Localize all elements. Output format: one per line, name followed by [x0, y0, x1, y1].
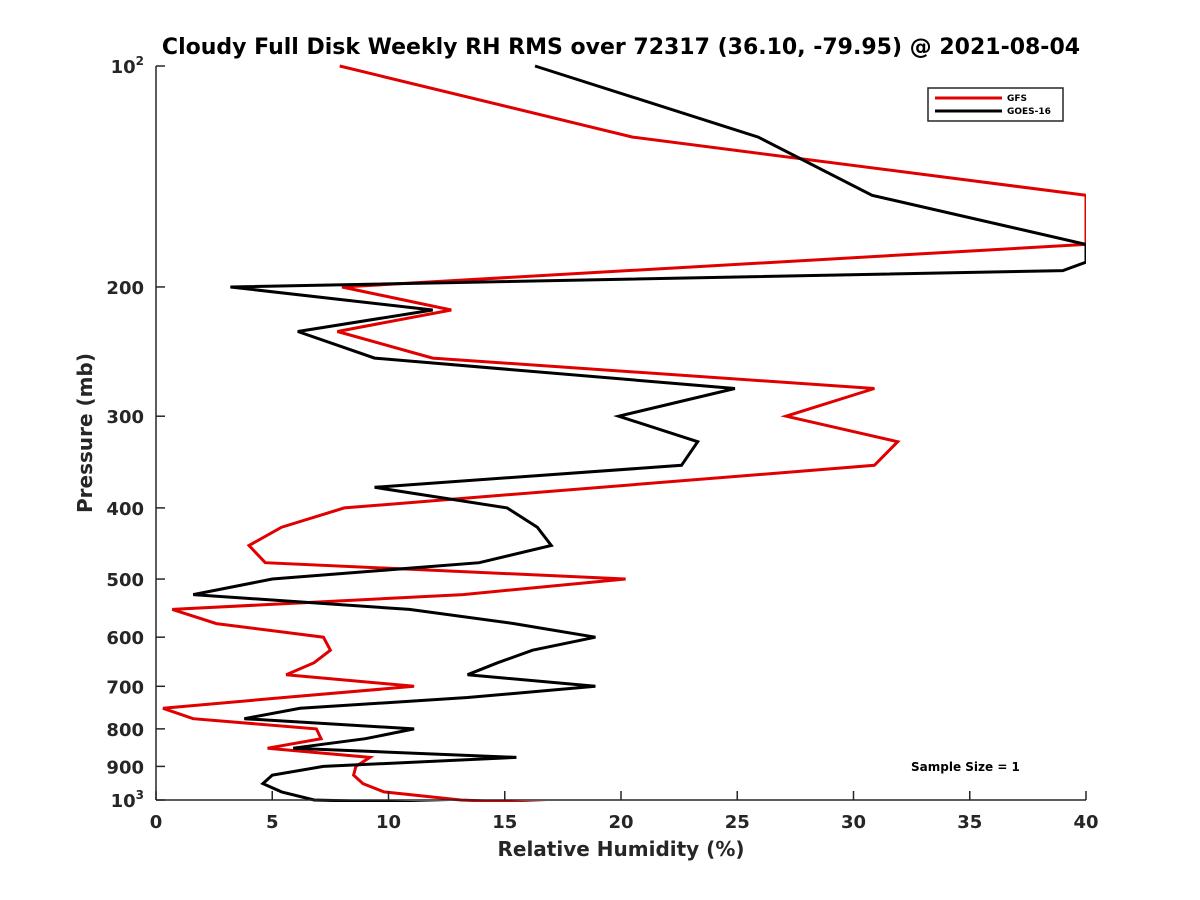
y-tick-label: 300 [106, 407, 144, 428]
x-tick-label: 25 [725, 812, 750, 833]
x-tick-label: 40 [1073, 812, 1098, 833]
x-tick-label: 30 [841, 812, 866, 833]
y-tick-label: 102 [111, 54, 144, 78]
x-tick-label: 10 [376, 812, 401, 833]
y-tick-label: 200 [106, 278, 144, 299]
y-tick-label: 800 [106, 720, 144, 741]
y-tick-label: 900 [106, 757, 144, 778]
y-axis-ticks: 102 200 300 400 500 600 700 800 900 103 [106, 54, 165, 812]
sample-size-annotation: Sample Size = 1 [911, 760, 1020, 774]
series-line-goes16 [192, 64, 1086, 802]
y-axis-label: Pressure (mb) [73, 353, 97, 513]
x-tick-label: 15 [492, 812, 517, 833]
legend-box [927, 87, 1064, 122]
y-tick-label: 500 [106, 570, 144, 591]
legend-label-goes16: GOES-16 [1007, 107, 1051, 117]
x-tick-label: 0 [150, 812, 163, 833]
x-tick-label: 35 [957, 812, 982, 833]
y-tick-label: 103 [111, 788, 144, 812]
chart-title: Cloudy Full Disk Weekly RH RMS over 7231… [162, 35, 1080, 60]
legend: GFS GOES-16 [927, 87, 1064, 122]
legend-label-gfs: GFS [1007, 94, 1027, 104]
x-axis-label: Relative Humidity (%) [497, 837, 744, 861]
y-tick-label: 700 [106, 677, 144, 698]
x-tick-label: 5 [266, 812, 279, 833]
series-layer [162, 64, 1086, 802]
y-tick-label: 600 [106, 628, 144, 649]
x-axis-ticks: 0 5 10 15 20 25 30 35 40 [150, 791, 1099, 833]
y-tick-label: 400 [106, 499, 144, 520]
x-tick-label: 20 [608, 812, 633, 833]
